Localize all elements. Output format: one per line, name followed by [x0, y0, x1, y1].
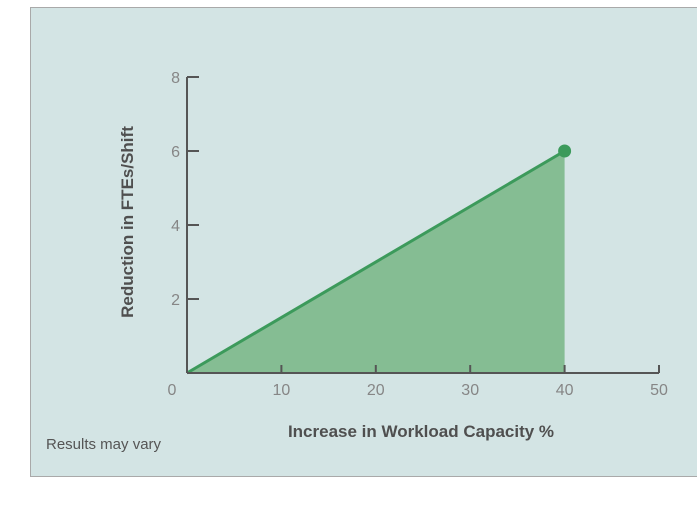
plot-area: [186, 144, 572, 375]
origin-label: 0: [168, 382, 177, 399]
x-tick-label: 20: [367, 382, 385, 399]
y-tick-label: 2: [171, 292, 180, 309]
y-tick-label: 6: [171, 144, 180, 161]
x-tick-label: 50: [650, 382, 668, 399]
data-point: [558, 144, 572, 158]
footnote: Results may vary: [46, 436, 162, 453]
x-axis-title: Increase in Workload Capacity %: [288, 422, 554, 441]
x-tick-label: 10: [273, 382, 291, 399]
axes: 2 4 6 8 10 20 30 40 50 0: [168, 70, 668, 399]
x-tick-label: 30: [461, 382, 479, 399]
chart-panel: [30, 7, 697, 477]
y-tick-label: 4: [171, 218, 180, 235]
y-tick-label: 8: [171, 70, 180, 87]
x-tick-label: 40: [556, 382, 574, 399]
series-line: [186, 149, 566, 375]
y-axis-title: Reduction in FTEs/Shift: [118, 126, 137, 318]
